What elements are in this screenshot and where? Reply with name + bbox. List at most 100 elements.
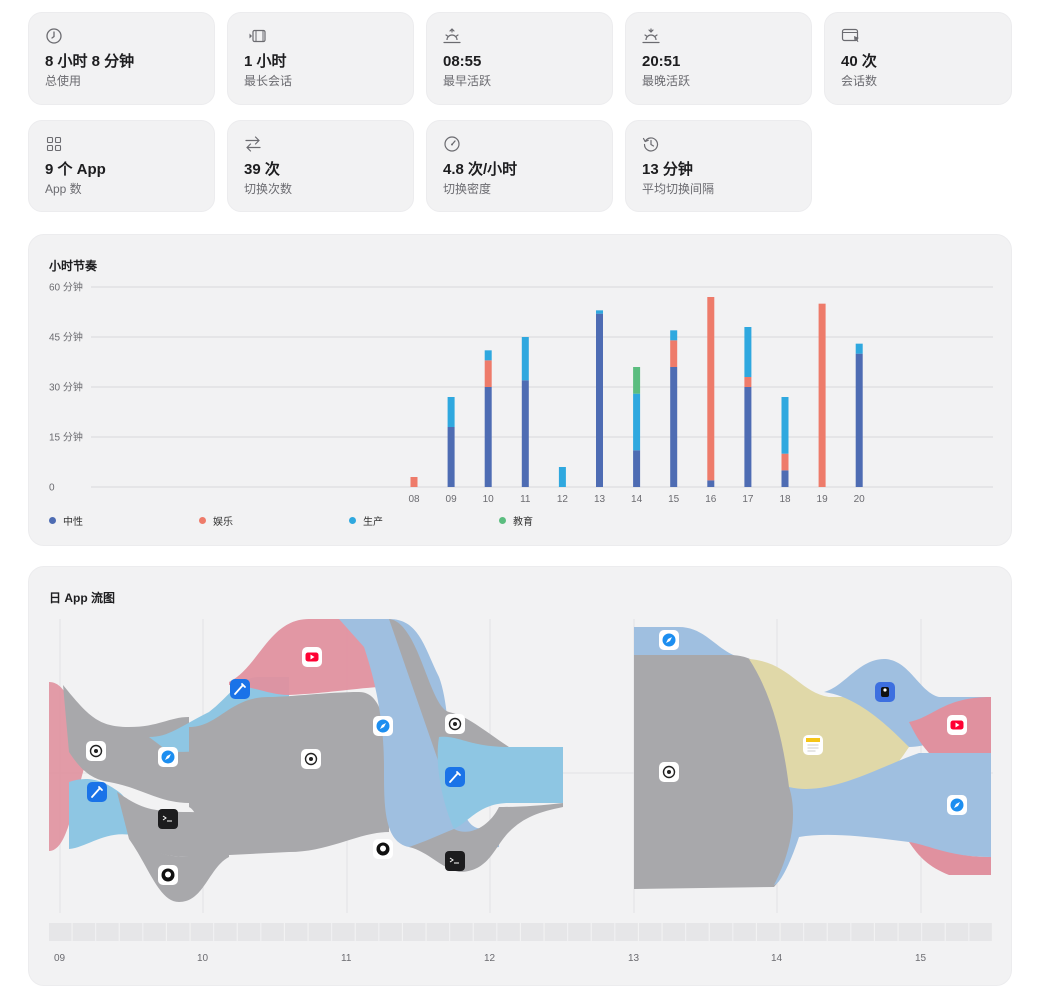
bar-segment <box>855 353 863 487</box>
timeline-cell <box>308 923 332 941</box>
x-tick-label: 12 <box>557 494 569 505</box>
stat-value: 1 小时 <box>244 53 287 70</box>
timeline-cell <box>96 923 119 941</box>
bar-segment <box>818 303 826 487</box>
legend-item: 中性 <box>49 513 199 528</box>
hour-label: 09 <box>54 953 66 964</box>
timeline-cell <box>332 923 355 941</box>
github-icon <box>158 865 178 885</box>
film-icon <box>249 29 270 43</box>
legend-label: 娱乐 <box>213 517 233 528</box>
stat-value: 13 分钟 <box>642 161 693 178</box>
stat-label: 会话数 <box>841 74 878 88</box>
stream-chatgpt-a <box>63 685 189 803</box>
x-tick-label: 17 <box>742 494 754 505</box>
stream-safari-r2 <box>774 753 991 885</box>
stat-card-switch-count: 39 次 切换次数 <box>227 120 414 212</box>
bar-segment <box>484 387 492 487</box>
x-tick-label: 16 <box>705 494 717 505</box>
bar-segment <box>521 380 529 487</box>
bar-segment <box>410 477 418 487</box>
legend-item: 娱乐 <box>199 513 349 528</box>
bar-segment <box>633 450 641 487</box>
chart-legend: 中性 娱乐 生产 教育 <box>49 513 649 528</box>
chatgpt-icon <box>301 749 321 769</box>
safari-icon <box>158 747 178 767</box>
timeline-cell <box>851 923 874 941</box>
timeline-cell <box>214 923 237 941</box>
x-tick-label: 13 <box>594 494 606 505</box>
bar-segment <box>855 343 863 354</box>
y-tick-label: 45 分钟 <box>49 331 83 344</box>
chatgpt-icon <box>445 714 465 734</box>
bar-segment <box>744 377 752 387</box>
sunset-icon <box>642 28 660 44</box>
stat-label: 最早活跃 <box>443 74 492 88</box>
bar-segment <box>707 297 715 481</box>
app-flow-chart: 09 10 11 12 13 14 15 <box>49 619 993 964</box>
stat-value: 9 个 App <box>45 161 106 178</box>
stream-safari-a <box>149 677 289 752</box>
safari-icon <box>373 716 393 736</box>
stat-card-sessions: 40 次 会话数 <box>824 12 1012 105</box>
stat-value: 08:55 <box>443 53 482 70</box>
timeline-cell <box>544 923 568 941</box>
stat-label: App 数 <box>45 182 82 196</box>
stat-value: 39 次 <box>244 161 280 178</box>
timeline-cell <box>237 923 261 941</box>
terminal-icon <box>445 851 465 871</box>
hourly-bar-chart: 0 15 分钟 30 分钟 45 分钟 60 分钟 08 09 10 11 12 13 14 15 16 1… <box>49 281 993 505</box>
bar-segment <box>596 313 603 487</box>
stat-label: 平均切换间隔 <box>642 182 715 196</box>
stat-card-switch-density: 4.8 次/小时 切换密度 <box>426 120 613 212</box>
bar-segment <box>781 470 789 487</box>
timeline-cell <box>261 923 284 941</box>
stat-label: 总使用 <box>45 74 82 88</box>
app-flow-panel: 日 App 流图 <box>28 566 1012 986</box>
timeline-cell <box>827 923 851 941</box>
app-store-icon <box>875 682 895 702</box>
legend-item: 教育 <box>499 513 649 528</box>
stat-label: 最长会话 <box>244 74 293 88</box>
legend-item: 生产 <box>349 513 499 528</box>
flow-streams-morning <box>49 619 563 902</box>
safari-icon <box>947 795 967 815</box>
stat-card-longest-session: 1 小时 最长会话 <box>227 12 414 105</box>
bar-segment <box>781 453 789 471</box>
stream-chatgpt-main <box>189 692 389 857</box>
window-cursor-icon <box>841 28 859 42</box>
x-tick-label: 08 <box>408 494 420 505</box>
y-tick-label: 60 分钟 <box>49 281 83 294</box>
y-tick-label: 30 分钟 <box>49 381 83 394</box>
timeline-strip <box>49 923 992 941</box>
y-tick-label: 0 <box>49 483 55 494</box>
legend-label: 中性 <box>63 517 83 528</box>
legend-label: 教育 <box>513 517 533 528</box>
youtube-icon <box>947 715 967 735</box>
x-tick-label: 10 <box>483 494 495 505</box>
sunrise-icon <box>443 28 461 44</box>
stat-value: 8 小时 8 分钟 <box>45 53 135 70</box>
hour-label: 15 <box>915 953 927 964</box>
legend-dot <box>499 517 506 524</box>
timeline-cell <box>969 923 992 941</box>
timeline-cell <box>190 923 214 941</box>
legend-label: 生产 <box>363 517 383 528</box>
stat-card-earliest-active: 08:55 最早活跃 <box>426 12 613 105</box>
x-tick-label: 09 <box>446 494 458 505</box>
timeline-cell <box>922 923 945 941</box>
flow-app-icons <box>86 630 967 885</box>
stream-chatgpt-r <box>634 655 814 889</box>
timeline-cell <box>875 923 898 941</box>
timeline-cell <box>72 923 96 941</box>
timeline-cell <box>450 923 473 941</box>
bar-segment <box>670 330 678 341</box>
safari-icon <box>659 630 679 650</box>
stat-card-app-count: 9 个 App App 数 <box>28 120 215 212</box>
gauge-icon <box>444 136 460 152</box>
xcode-icon <box>87 782 107 802</box>
github-icon <box>373 839 393 859</box>
bar-segment <box>670 367 678 487</box>
stream-xcode-b <box>437 736 563 829</box>
x-tick-label: 19 <box>817 494 829 505</box>
